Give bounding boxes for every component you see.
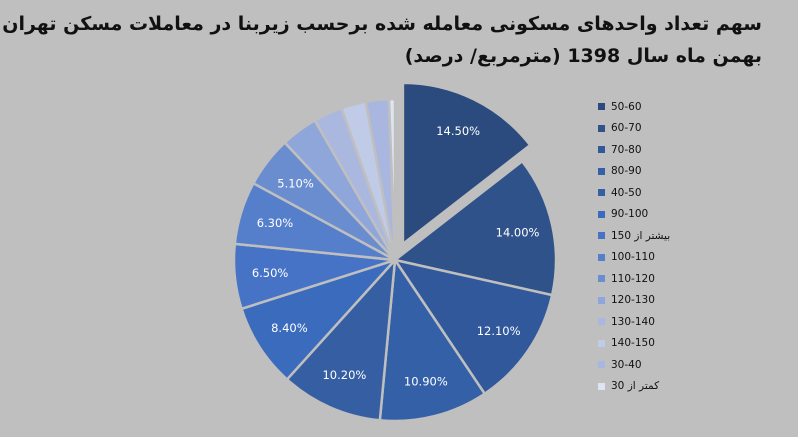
legend-swatch [598,339,605,347]
legend-swatch [598,167,605,175]
pie-slice-14 [387,97,397,262]
pie-slice-5 [285,258,397,422]
pie-data-label-4: 10.90% [404,375,448,389]
legend-label: 80-90 [611,165,642,178]
legend-label: 50-60 [611,100,642,113]
legend-item-4: 80-90 [598,161,670,183]
legend-label: 100-110 [611,251,655,264]
legend-label: 110-120 [611,272,655,285]
pie-data-label-5: 10.20% [322,368,366,382]
pie-data-label-7: 6.50% [252,266,289,280]
legend-swatch [598,189,605,197]
pie-slices [232,81,558,423]
pie-data-label-8: 6.30% [257,216,294,230]
legend-swatch [598,382,605,390]
legend-item-3: 70-80 [598,139,670,161]
legend-swatch [598,275,605,283]
legend-item-6: 90-100 [598,204,670,226]
legend-item-2: 60-70 [598,118,670,140]
legend-swatch [598,146,605,154]
legend-label: بیشتر از 150 [611,229,671,242]
pie-slice-4 [378,258,486,423]
chart-title-line-2: بهمن ماه سال 1398 (مترمربع/ درصد) [404,45,762,67]
pie-data-label-9: 5.10% [277,176,314,190]
legend-item-13: 30-40 [598,354,670,376]
pie-data-label-2: 14.00% [496,226,540,240]
pie-slice-2 [393,160,558,297]
pie-data-label-3: 12.10% [477,324,521,338]
legend-label: 40-50 [611,186,642,199]
legend-swatch [598,103,605,111]
legend-label: 140-150 [611,337,655,350]
legend-swatch [598,318,605,326]
legend-swatch [598,296,605,304]
legend-label: 120-130 [611,294,655,307]
legend-label: کمتر از 30 [611,380,660,393]
pie-data-label-6: 8.40% [271,321,308,335]
chart-legend: 50-60 60-70 70-80 80-90 40-50 90-100 بیشتر از … [598,96,670,397]
legend-label: 30-40 [611,358,642,371]
legend-item-9: 110-120 [598,268,670,290]
chart-title-line-1: سهم تعداد واحدهای مسکونی معامله شده برحس… [0,13,762,35]
legend-item-14: کمتر از 30 [598,376,670,398]
pie-data-label-1: 14.50% [436,124,480,138]
legend-swatch [598,253,605,261]
legend-item-1: 50-60 [598,96,670,118]
legend-label: 70-80 [611,143,642,156]
legend-label: 90-100 [611,208,649,221]
legend-swatch [598,124,605,132]
pie-slice-3 [393,258,554,395]
legend-swatch [598,361,605,369]
legend-item-11: 130-140 [598,311,670,333]
pie-data-labels: 14.50% 14.00% 12.10% 10.90% 10.20% 8.40% 6.50%… [252,124,540,389]
legend-swatch [598,210,605,218]
legend-label: 60-70 [611,122,642,135]
legend-item-7: بیشتر از 150 [598,225,670,247]
legend-item-5: 40-50 [598,182,670,204]
legend-swatch [598,232,605,240]
legend-item-10: 120-130 [598,290,670,312]
legend-label: 130-140 [611,315,655,328]
chart-title: سهم تعداد واحدهای مسکونی معامله شده برحس… [0,8,762,72]
pie-slice-6 [240,258,397,381]
legend-item-8: 100-110 [598,247,670,269]
pie-slice-1 [401,81,532,246]
legend-item-12: 140-150 [598,333,670,355]
